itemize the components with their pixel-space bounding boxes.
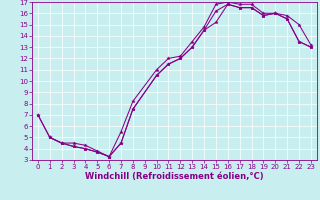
X-axis label: Windchill (Refroidissement éolien,°C): Windchill (Refroidissement éolien,°C): [85, 172, 264, 181]
